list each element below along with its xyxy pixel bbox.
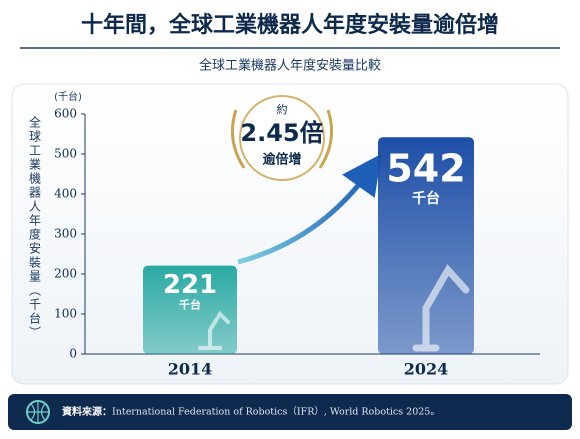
source-label: 資料來源：	[62, 405, 112, 418]
y-tick-label: 100	[54, 307, 77, 321]
value-unit: 千台	[179, 298, 201, 312]
badge: 約 2.45倍 逾倍增	[230, 95, 334, 181]
badge-prefix: 約	[277, 102, 288, 116]
y-axis-label: 全球工業機器人年度安裝量（千台）	[28, 115, 42, 340]
y-tick-label: 0	[69, 347, 77, 361]
y-tick-label: 600	[54, 107, 77, 121]
chart-subtitle: 全球工業機器人年度安裝量比較	[199, 58, 381, 74]
badge-ring	[239, 95, 325, 181]
badge-ratio: 2.45倍	[240, 119, 323, 147]
y-tick-label: 500	[54, 147, 77, 161]
footer	[8, 394, 572, 430]
value-unit: 千台	[412, 190, 440, 207]
x-tick-label: 2014	[168, 360, 213, 379]
y-unit: (千台)	[54, 90, 82, 103]
bar	[378, 137, 474, 354]
growth-arrow	[237, 153, 382, 265]
value-label: 542	[386, 147, 465, 191]
value-label: 221	[163, 270, 217, 300]
badge-suffix: 逾倍增	[262, 152, 301, 168]
y-tick-label: 400	[54, 187, 77, 201]
y-tick-label: 200	[54, 267, 77, 281]
source-text: International Federation of Robotics（IFR…	[112, 406, 440, 418]
x-tick-label: 2024	[404, 360, 449, 379]
chart-title: 十年間，全球工業機器人年度安裝量逾倍增	[81, 12, 499, 38]
bar	[143, 265, 237, 354]
robot-arm	[198, 310, 230, 350]
laurel	[230, 109, 334, 169]
robot-arm	[412, 264, 470, 352]
y-tick-label: 300	[54, 227, 77, 241]
globe-lines	[27, 401, 49, 423]
